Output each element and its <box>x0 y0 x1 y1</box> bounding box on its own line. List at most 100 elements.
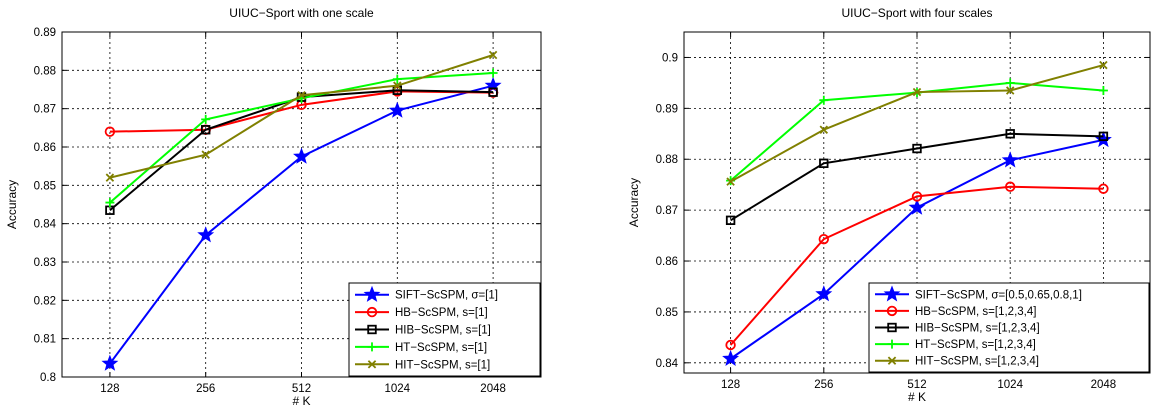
chart-2-y-tick-label: 0.84 <box>656 358 679 370</box>
chart-1-series-4-point <box>105 198 115 208</box>
chart-1-title: UIUC−Sport with one scale <box>229 6 374 20</box>
chart-1-legend-label: SIFT−ScSPM, σ=[1] <box>395 290 498 302</box>
chart-2-y-tick-label: 0.85 <box>656 307 678 319</box>
chart-1-legend-item: HB−ScSPM, s=[1] <box>355 306 488 319</box>
chart-2-x-tick-label: 512 <box>907 379 926 391</box>
chart-2-series-3-point-shape <box>819 158 829 169</box>
chart-1-series-1-point-shape <box>101 354 119 371</box>
chart-2-series-5-point <box>1005 86 1015 95</box>
chart-2-x-tick-label: 256 <box>814 379 833 391</box>
chart-1: 128 256 512 1024 2048 0.8 0.81 0.82 0.83 0.84 0.85… <box>5 6 542 408</box>
chart-1-legend-item: HIT−ScSPM, s=[1] <box>355 359 490 371</box>
chart-1-y-tick-label: 0.81 <box>34 334 56 346</box>
chart-2-y-tick-label: 0.86 <box>656 256 678 268</box>
chart-1-series-5-point <box>393 81 402 90</box>
chart-2-series-3-point <box>819 158 829 169</box>
chart-2-series-4-point <box>1005 78 1015 88</box>
chart-2-y-tick-label: 0.9 <box>662 52 678 64</box>
chart-2-series-5-point <box>1099 60 1108 70</box>
chart-2-series-1-point-shape <box>815 285 833 302</box>
chart-2-series-4-point-shape <box>1098 86 1108 96</box>
chart-2-series-1-point <box>815 285 833 302</box>
chart-1-series-4-point-shape <box>392 74 402 84</box>
chart-1-series-4-point <box>488 68 498 78</box>
chart-2-x-tick-label: 2048 <box>1091 379 1117 391</box>
chart-2-series-5 <box>726 60 1108 186</box>
chart-2-x-axis-label: # K <box>908 390 926 404</box>
chart-2-series-3-point <box>912 143 922 154</box>
chart-2-legend-marker-shape <box>886 305 898 317</box>
chart-1-x-tick-label: 1024 <box>385 383 411 395</box>
chart-2-series-5-point-shape <box>819 125 829 134</box>
chart-2-legend-marker <box>883 285 901 302</box>
chart-2-series-1-point <box>1094 131 1112 148</box>
chart-1-x-tick-label: 128 <box>100 383 119 395</box>
chart-2-legend-item: HB−ScSPM, s=[1,2,3,4] <box>875 305 1036 318</box>
chart-1-legend-marker <box>363 285 381 302</box>
chart-1-legend-item: SIFT−ScSPM, σ=[1] <box>355 285 498 302</box>
chart-1-series-3-point-shape <box>200 125 211 135</box>
chart-1-series-5-point <box>201 150 210 159</box>
chart-1-series-1-point <box>101 354 119 371</box>
chart-1-series-5 <box>105 50 498 182</box>
chart-2-series-1-point-shape <box>722 349 740 366</box>
chart-1-series-1-point-shape <box>388 101 406 118</box>
chart-1-y-tick-label: 0.8 <box>40 372 56 384</box>
chart-2-y-tick-label: 0.87 <box>656 205 678 217</box>
chart-2-series-3-point-shape <box>1005 129 1015 139</box>
chart-1-y-tick-label: 0.88 <box>34 65 56 77</box>
chart-1-legend-label: HIT−ScSPM, s=[1] <box>395 359 490 371</box>
chart-1-series-1-point-shape <box>197 226 215 243</box>
chart-2-series-2-point <box>818 233 830 245</box>
chart-1-series-4-point-shape <box>105 198 115 208</box>
chart-1-legend-label: HIB−ScSPM, s=[1] <box>395 325 491 337</box>
chart-1-legend-marker <box>367 360 377 369</box>
chart-1-series-1-point-shape <box>293 147 310 164</box>
chart-1-legend-item: HT−ScSPM, s=[1] <box>355 342 487 354</box>
chart-2-legend: SIFT−ScSPM, σ=[0.5,0.65,0.8,1] HB−ScSPM, … <box>868 282 1150 373</box>
chart-2-series-5-point-shape <box>726 177 735 186</box>
chart-2-series-3-point-shape <box>725 215 736 226</box>
chart-2-y-tick-label: 0.89 <box>656 103 678 115</box>
chart-1-legend-item: HIB−ScSPM, s=[1] <box>355 325 491 337</box>
chart-2-series-5-point-shape <box>912 87 922 97</box>
chart-1-y-axis-label: Accuracy <box>5 180 19 229</box>
chart-1-y-tick-label: 0.85 <box>34 180 56 192</box>
chart-1-series-1-point <box>293 147 310 164</box>
chart-2-series-4-point-shape <box>1005 78 1015 88</box>
chart-2-series-2-point <box>725 339 736 351</box>
chart-2-series-2-point-shape <box>818 233 830 245</box>
chart-1-legend-marker-shape <box>366 306 378 318</box>
chart-1-series-4-point <box>392 74 402 84</box>
chart-1-series-5-point-shape <box>105 173 115 182</box>
chart-2-series-1 <box>722 131 1112 366</box>
chart-1-legend-marker-shape <box>367 342 377 352</box>
chart-2-legend-box <box>868 282 1150 373</box>
chart-2-series-4-point-shape <box>819 95 829 105</box>
chart-2-legend-label: HIT−ScSPM, s=[1,2,3,4] <box>915 356 1039 368</box>
chart-1-legend-marker <box>366 306 378 318</box>
chart-2-series-5-point <box>726 177 735 186</box>
chart-1-series-1-point <box>388 101 406 118</box>
chart-1-series-5-point <box>488 50 498 60</box>
chart-2-legend-marker-shape <box>887 339 897 349</box>
chart-2-series-3-point <box>1005 129 1015 139</box>
chart-2-series-2-point <box>911 191 923 202</box>
chart-2-series-3-point-shape <box>1098 131 1109 142</box>
chart-1-series-2-point-shape <box>104 126 116 137</box>
chart-2-series-1-point-shape <box>908 198 926 215</box>
chart-2-legend-item: SIFT−ScSPM, σ=[0.5,0.65,0.8,1] <box>875 285 1082 302</box>
chart-2-legend-item: HIT−ScSPM, s=[1,2,3,4] <box>875 356 1039 368</box>
chart-2-series-5-point <box>912 87 922 97</box>
chart-2-y-tick-label: 0.88 <box>656 154 678 166</box>
chart-2-y-axis-label: Accuracy <box>627 178 641 227</box>
chart-2-title: UIUC−Sport with four scales <box>841 6 992 20</box>
chart-1-series-5-point <box>297 91 306 100</box>
chart-2-series-1-point-shape <box>1001 151 1019 168</box>
chart-2-legend-item: HIB−ScSPM, s=[1,2,3,4] <box>875 323 1040 335</box>
chart-1-y-tick-label: 0.84 <box>34 219 57 231</box>
chart-2-legend-item: HT−ScSPM, s=[1,2,3,4] <box>875 339 1036 351</box>
chart-2-series-2-point-shape <box>725 339 736 351</box>
chart-1-y-tick-label: 0.83 <box>34 257 56 269</box>
